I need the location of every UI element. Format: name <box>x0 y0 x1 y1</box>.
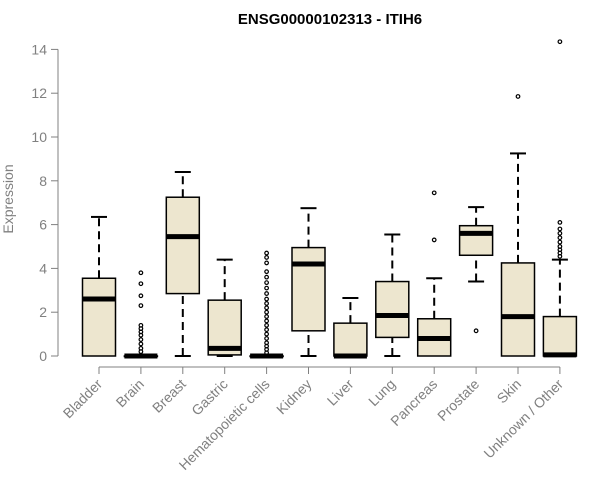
x-tick-label: Pancreas <box>387 376 440 429</box>
outlier-point <box>138 281 144 287</box>
box-breast <box>165 171 201 357</box>
x-tick-label: Bladder <box>60 376 106 422</box>
chart-title: ENSG00000102313 - ITIH6 <box>238 11 422 28</box>
y-tick-label: 6 <box>39 217 47 233</box>
y-tick-label: 0 <box>39 348 47 364</box>
box-rect <box>500 262 536 357</box>
outlier-point <box>264 296 270 302</box>
y-tick-label: 14 <box>31 41 47 57</box>
outlier-point <box>264 322 270 328</box>
y-tick-label: 8 <box>39 173 47 189</box>
box-bladder <box>81 215 117 357</box>
outlier-point <box>138 349 144 355</box>
x-tick-label: Breast <box>149 376 189 416</box>
outlier-point <box>138 293 144 299</box>
outlier-point <box>431 190 437 196</box>
box-brain <box>123 270 159 359</box>
boxes <box>81 39 578 359</box>
box-kidney <box>291 207 326 357</box>
outlier-point <box>557 253 563 259</box>
outlier-point <box>264 285 270 291</box>
outlier-point <box>557 39 563 45</box>
y-axis-label: Expression <box>0 164 16 233</box>
outlier-point <box>557 226 563 232</box>
box-rect <box>458 224 494 257</box>
box-skin <box>500 94 536 357</box>
y-tick-label: 2 <box>39 304 47 320</box>
outlier-point <box>264 291 270 296</box>
outlier-point <box>264 255 270 260</box>
box-gastric <box>207 258 242 357</box>
box-liver <box>333 296 368 359</box>
outlier-point <box>138 332 144 338</box>
outlier-point <box>431 237 437 243</box>
box-rect <box>165 196 201 295</box>
outlier-point <box>557 220 563 225</box>
outlier-point <box>515 94 521 99</box>
outlier-point <box>138 303 144 309</box>
outlier-point <box>264 280 270 286</box>
outlier-point <box>473 328 479 334</box>
box-lung <box>375 233 410 357</box>
box-prostate <box>458 206 494 334</box>
box-rect <box>81 277 117 357</box>
outlier-point <box>264 331 270 337</box>
outlier-point <box>264 274 270 280</box>
outlier-point <box>264 314 270 319</box>
outlier-point <box>264 336 270 341</box>
outlier-point <box>264 250 270 256</box>
outlier-point <box>138 337 144 342</box>
box-rect <box>375 280 410 339</box>
outlier-point <box>264 260 270 266</box>
box-hematopoietic-cells <box>249 250 284 359</box>
outlier-point <box>264 318 270 324</box>
y-axis: 0 2 4 6 8 10 12 14 <box>31 41 59 364</box>
outlier-point <box>264 309 270 315</box>
x-tick-label: Kidney <box>273 376 315 418</box>
y-tick-label: 10 <box>31 129 47 145</box>
y-tick-label: 12 <box>31 85 47 101</box>
x-tick-label: Skin <box>494 376 525 407</box>
box-rect <box>207 299 242 356</box>
outlier-point <box>557 230 563 236</box>
outlier-point <box>264 350 270 356</box>
box-unknown-other <box>542 39 578 358</box>
outlier-point <box>557 235 563 241</box>
x-tick-label: Unknown / Other <box>480 376 566 462</box>
outlier-point <box>264 327 270 333</box>
box-rect <box>333 322 368 357</box>
x-tick-label: Liver <box>324 376 357 409</box>
outlier-point <box>264 301 270 306</box>
x-tick-label: Brain <box>113 376 147 410</box>
outlier-point <box>557 239 563 245</box>
box-rect <box>291 246 326 332</box>
outlier-point <box>264 305 270 311</box>
outlier-point <box>264 269 270 275</box>
box-rect <box>542 315 578 357</box>
y-tick-label: 4 <box>39 260 47 276</box>
x-tick-label: Lung <box>365 376 398 409</box>
x-tick-label: Prostate <box>434 376 482 424</box>
outlier-point <box>138 270 144 276</box>
outlier-point <box>138 341 144 347</box>
box-pancreas <box>416 190 452 357</box>
